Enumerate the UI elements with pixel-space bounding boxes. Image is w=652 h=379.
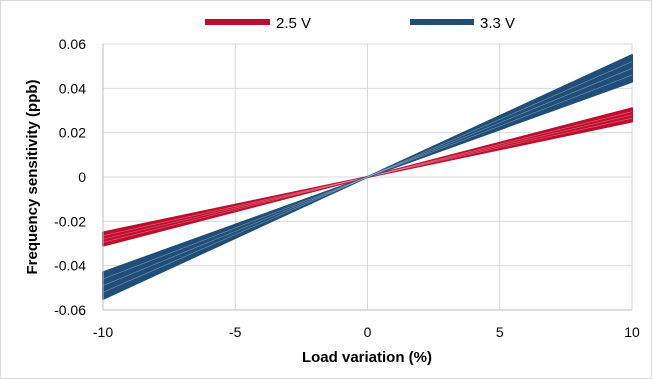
- series-1-trace-1: [102, 74, 633, 280]
- axes: [102, 44, 632, 311]
- y-tick-label-5: 0.04: [59, 80, 86, 96]
- y-tick-label-6: 0.06: [59, 36, 86, 52]
- legend: 2.5 V 3.3 V: [205, 15, 515, 32]
- x-tick-label-3: 5: [496, 324, 504, 340]
- x-tick-label-2: 0: [364, 324, 372, 340]
- tick-labels: -10 -5 0 5 10 -0.06 -0.04 -0.02 0 0.02 0.04 0.06: [54, 36, 640, 340]
- x-tick-label-1: -5: [229, 324, 242, 340]
- series-1-trace-2: [102, 68, 633, 286]
- legend-label-3-3v: 3.3 V: [480, 15, 515, 32]
- series-1-trace-3: [102, 61, 633, 293]
- y-tick-label-0: -0.06: [54, 302, 86, 318]
- x-axis-title: Load variation (%): [302, 349, 432, 366]
- legend-label-2-5v: 2.5 V: [276, 15, 311, 32]
- y-axis-title: Frequency sensitivity (ppb): [24, 79, 41, 274]
- y-tick-label-2: -0.02: [54, 213, 86, 229]
- y-tick-label-4: 0.02: [59, 125, 86, 141]
- x-tick-label-4: 10: [624, 324, 640, 340]
- y-tick-label-3: 0: [78, 169, 86, 185]
- x-tick-label-0: -10: [93, 324, 113, 340]
- y-tick-label-1: -0.04: [54, 258, 86, 274]
